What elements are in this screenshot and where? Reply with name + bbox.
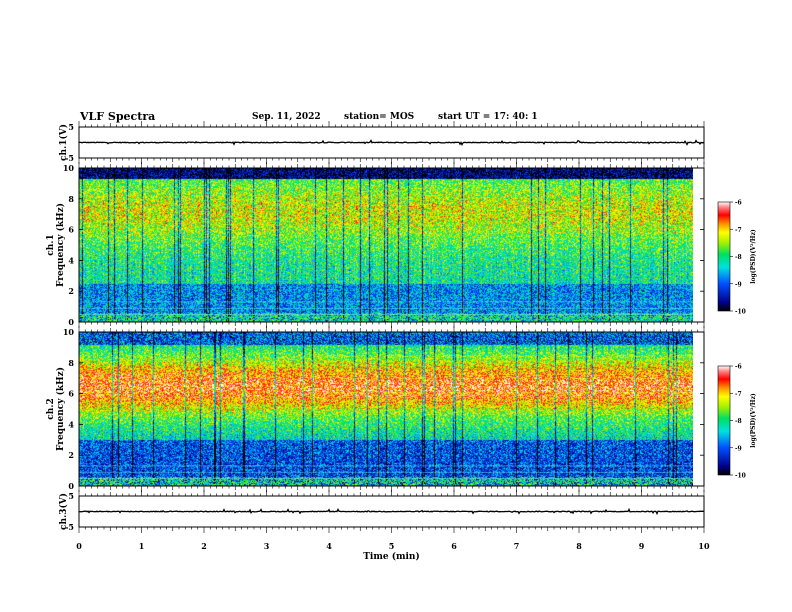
y-tick-label: 8 [68,358,74,368]
x-tick-label: 4 [326,541,332,551]
colorbar-tick-label: -7 [735,227,742,234]
panel-ch3-waveform [78,490,705,533]
colorbar-tick-label: -6 [735,200,742,207]
x-axis-label: Time (min) [363,551,420,562]
y-tick-label: 10 [63,163,75,173]
y-tick-label: 5 [68,491,74,501]
y-tick-label: -5 [65,153,74,163]
panel-ch2-spectrogram [78,326,733,492]
x-tick-label: 7 [514,541,520,551]
station-label: station= MOS [344,112,415,122]
y-tick-label: 6 [68,225,74,235]
y-axis-channel-label: ch.1 [46,234,56,255]
colorbar-tick-label: -6 [735,364,742,371]
colorbar-label: log(PSD)(V²/Hz) [750,229,757,284]
y-tick-label: 10 [63,327,75,337]
panel-ch1-waveform [78,121,705,164]
panel-ch1-spectrogram [78,162,733,328]
colorbar-tick-label: -10 [735,473,746,480]
colorbar-tick-label: -8 [735,418,742,425]
y-tick-label: 5 [68,122,74,132]
y-axis-voltage-label: ch.1(V) [58,124,69,161]
y-tick-label: 0 [68,317,74,327]
y-tick-label: 4 [68,419,74,429]
recording-date: Sep. 11, 2022 [252,112,321,122]
x-tick-label: 3 [264,541,270,551]
figure-title: VLF Spectra [80,110,156,123]
y-tick-label: 8 [68,194,74,204]
y-tick-label: 2 [68,286,74,296]
x-tick-label: 1 [139,541,145,551]
x-tick-label: 8 [576,541,582,551]
colorbar-tick-label: -9 [735,445,742,452]
y-tick-label: 2 [68,450,74,460]
colorbar-tick-label: -10 [735,309,746,316]
spectrogram-image-ch1 [79,168,693,322]
y-tick-label: 0 [68,481,74,491]
waveform-line-ch1 [78,139,705,147]
x-tick-label: 9 [639,541,645,551]
colorbar-tick-label: -8 [735,254,742,261]
colorbar-ch1 [717,201,731,312]
x-tick-label: 6 [451,541,457,551]
x-tick-label: 2 [201,541,207,551]
y-axis-frequency-label: Frequency (kHz) [55,367,66,451]
colorbar-label: log(PSD)(V²/Hz) [750,393,757,448]
x-tick-label: 10 [698,541,710,551]
y-tick-label: -5 [65,522,74,532]
colorbar-ch2 [717,365,731,476]
y-tick-label: 4 [68,255,74,265]
start-time-label: start UT = 17: 40: 1 [438,112,538,122]
y-axis-voltage-label: ch.3(V) [58,493,69,530]
x-tick-label: 5 [389,541,395,551]
spectrogram-image-ch2 [79,332,693,486]
y-axis-channel-label: ch.2 [46,398,56,419]
colorbar-tick-label: -9 [735,281,742,288]
y-tick-label: 6 [68,389,74,399]
x-tick-label: 0 [76,541,82,551]
y-axis-frequency-label: Frequency (kHz) [55,203,66,287]
colorbar-tick-label: -7 [735,391,742,398]
waveform-line-ch3 [78,507,705,516]
